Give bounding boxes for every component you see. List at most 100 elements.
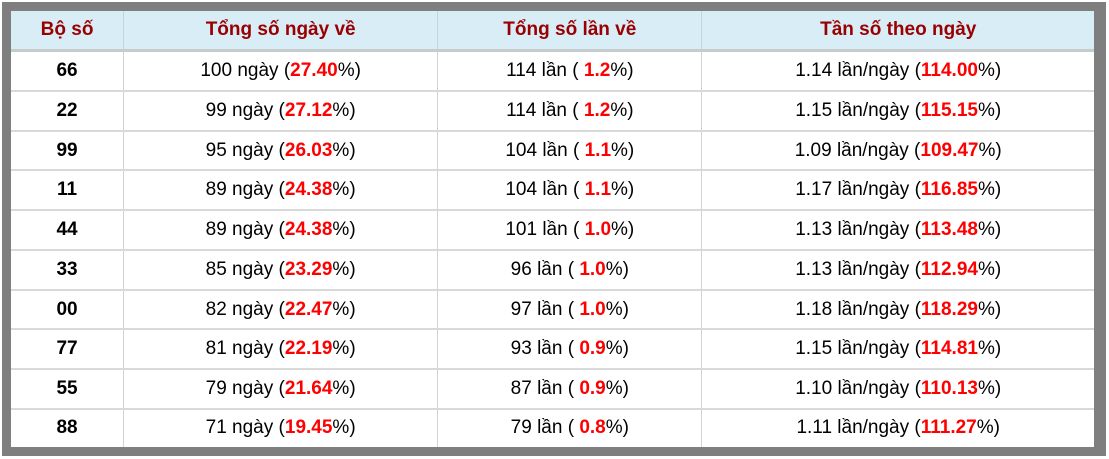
- days-value: 21.64: [284, 377, 333, 399]
- table-row: 33 85 ngày (23.29%) 96 lần ( 1.0%) 1.13 lần…: [11, 249, 1094, 291]
- days-prefix: 89 ngày (: [205, 219, 285, 241]
- header-frequency-per-day: Tần số theo ngày: [701, 11, 1094, 52]
- days-suffix: %): [332, 298, 356, 320]
- table-row: 22 99 ngày (27.12%) 114 lần ( 1.2%) 1.15 lầ…: [11, 91, 1094, 132]
- days-suffix: %): [332, 338, 356, 360]
- times-value: 1.0: [584, 219, 612, 241]
- total-days-cell: 89 ngày (24.38%): [123, 170, 439, 212]
- pair-number: 55: [11, 369, 125, 410]
- freq-prefix: 1.09 lần/ngày (: [794, 139, 921, 161]
- table-row: 00 82 ngày (22.47%) 97 lần ( 1.0%) 1.18 lần…: [11, 289, 1094, 331]
- times-suffix: %): [605, 338, 629, 360]
- total-times-cell: 104 lần ( 1.1%): [437, 170, 703, 212]
- frequency-cell: 1.14 lần/ngày (114.00%): [701, 50, 1094, 93]
- days-value: 19.45: [284, 417, 333, 439]
- days-suffix: %): [332, 258, 356, 280]
- freq-value: 114.00: [920, 60, 978, 82]
- total-days-cell: 100 ngày (27.40%): [123, 50, 439, 93]
- days-suffix: %): [332, 139, 356, 161]
- days-prefix: 99 ngày (: [205, 99, 285, 121]
- pair-number: 33: [11, 249, 125, 291]
- freq-value: 113.48: [920, 219, 978, 241]
- days-value: 22.19: [284, 338, 333, 360]
- total-days-cell: 82 ngày (22.47%): [123, 289, 439, 331]
- times-value: 0.9: [579, 338, 606, 360]
- pair-number: 00: [11, 289, 125, 331]
- table-row: 88 71 ngày (19.45%) 79 lần ( 0.8%) 1.11 lần…: [11, 408, 1094, 447]
- times-prefix: 114 lần (: [506, 99, 584, 121]
- days-prefix: 82 ngày (: [205, 298, 285, 320]
- freq-suffix: %): [977, 338, 1002, 360]
- times-value: 1.2: [583, 99, 611, 121]
- times-value: 1.2: [583, 60, 611, 82]
- days-value: 24.38: [284, 219, 333, 241]
- table-row: 99 95 ngày (26.03%) 104 lần ( 1.1%) 1.09 lầ…: [11, 130, 1094, 172]
- pair-number: 99: [11, 130, 125, 172]
- days-suffix: %): [332, 219, 356, 241]
- days-suffix: %): [332, 377, 356, 399]
- freq-prefix: 1.18 lần/ngày (: [795, 298, 921, 320]
- freq-prefix: 1.15 lần/ngày (: [795, 99, 921, 121]
- times-prefix: 96 lần (: [510, 258, 580, 280]
- days-suffix: %): [332, 179, 356, 201]
- times-suffix: %): [611, 139, 635, 161]
- freq-prefix: 1.13 lần/ngày (: [795, 258, 921, 280]
- total-times-cell: 114 lần ( 1.2%): [437, 91, 703, 132]
- frequency-cell: 1.15 lần/ngày (114.81%): [701, 329, 1094, 371]
- days-prefix: 71 ngày (: [205, 417, 285, 439]
- total-days-cell: 95 ngày (26.03%): [123, 130, 439, 172]
- table-row: 66 100 ngày (27.40%) 114 lần ( 1.2%) 1.14 l…: [11, 50, 1094, 93]
- times-suffix: %): [611, 179, 635, 201]
- table-row: 11 89 ngày (24.38%) 104 lần ( 1.1%) 1.17 lầ…: [11, 170, 1094, 212]
- freq-prefix: 1.15 lần/ngày (: [795, 338, 921, 360]
- pair-number: 22: [11, 91, 125, 132]
- days-suffix: %): [332, 99, 356, 121]
- times-suffix: %): [605, 298, 629, 320]
- freq-suffix: %): [977, 258, 1002, 280]
- total-times-cell: 79 lần ( 0.8%): [437, 408, 703, 447]
- times-prefix: 101 lần (: [505, 219, 585, 241]
- freq-value: 109.47: [920, 139, 979, 161]
- freq-suffix: %): [976, 417, 1000, 439]
- days-suffix: %): [337, 60, 361, 82]
- header-row: Bộ số Tổng số ngày về Tổng số lần về Tần…: [11, 11, 1094, 52]
- days-prefix: 100 ngày (: [200, 60, 291, 82]
- header-total-times: Tổng số lần về: [437, 11, 703, 52]
- frequency-cell: 1.09 lần/ngày (109.47%): [701, 130, 1094, 172]
- freq-suffix: %): [977, 179, 1002, 201]
- pair-number: 88: [11, 408, 125, 447]
- times-prefix: 97 lần (: [510, 298, 580, 320]
- days-prefix: 95 ngày (: [205, 139, 285, 161]
- times-value: 1.1: [584, 139, 612, 161]
- pair-number: 44: [11, 210, 125, 251]
- times-suffix: %): [611, 219, 635, 241]
- freq-suffix: %): [977, 219, 1002, 241]
- freq-prefix: 1.10 lần/ngày (: [795, 377, 921, 399]
- total-times-cell: 114 lần ( 1.2%): [437, 50, 703, 93]
- days-value: 27.40: [290, 60, 338, 82]
- times-suffix: %): [610, 60, 634, 82]
- days-value: 23.29: [284, 258, 333, 280]
- freq-suffix: %): [977, 298, 1002, 320]
- pair-number: 77: [11, 329, 125, 371]
- freq-prefix: 1.17 lần/ngày (: [795, 179, 921, 201]
- pair-number: 11: [11, 170, 125, 212]
- total-times-cell: 97 lần ( 1.0%): [437, 289, 703, 331]
- times-prefix: 104 lần (: [505, 139, 585, 161]
- header-total-days: Tổng số ngày về: [123, 11, 439, 52]
- frequency-cell: 1.18 lần/ngày (118.29%): [701, 289, 1094, 331]
- freq-value: 118.29: [920, 298, 978, 320]
- pair-number: 66: [11, 50, 125, 93]
- times-value: 0.9: [579, 377, 606, 399]
- total-days-cell: 71 ngày (19.45%): [123, 408, 439, 447]
- days-value: 24.38: [284, 179, 333, 201]
- times-prefix: 79 lần (: [510, 417, 580, 439]
- days-suffix: %): [332, 417, 356, 439]
- freq-suffix: %): [977, 377, 1002, 399]
- times-value: 1.1: [584, 179, 612, 201]
- times-value: 0.8: [579, 417, 606, 439]
- total-days-cell: 89 ngày (24.38%): [123, 210, 439, 251]
- table-body: 66 100 ngày (27.40%) 114 lần ( 1.2%) 1.14 l…: [11, 50, 1094, 447]
- days-value: 27.12: [284, 99, 333, 121]
